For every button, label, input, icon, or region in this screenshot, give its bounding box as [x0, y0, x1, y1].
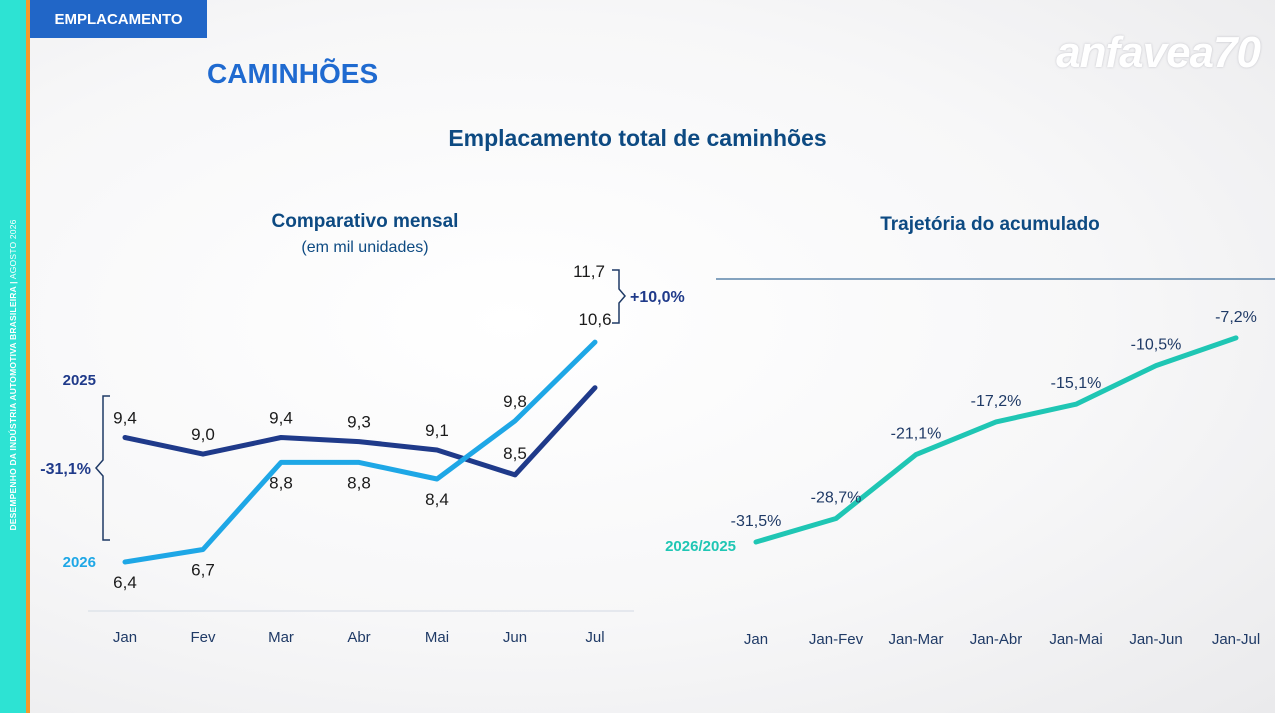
- series-label-2026-2025: 2026/2025: [665, 538, 736, 555]
- cumulative-x-tick-jan-mar: Jan-Mar: [888, 631, 943, 648]
- value-label-2026-jul: 11,7: [573, 262, 605, 281]
- value-label-2026-jan: 6,4: [113, 573, 137, 592]
- monthly-x-tick-abr: Abr: [347, 629, 370, 646]
- cumulative-x-tick-jan-jun: Jan-Jun: [1129, 631, 1182, 648]
- value-label-2025-mar: 9,4: [269, 409, 293, 428]
- value-label-2026-mar: 8,8: [269, 473, 293, 492]
- value-label-2025-jul: 10,6: [578, 310, 611, 329]
- value-label-cumulative-jan-jul: -7,2%: [1215, 309, 1257, 326]
- anfavea-logo: anfavea70: [1056, 28, 1261, 77]
- value-label-2026-abr: 8,8: [347, 473, 371, 492]
- series-label-2026: 2026: [63, 554, 96, 571]
- value-label-2025-jan: 9,4: [113, 409, 137, 428]
- value-label-2025-fev: 9,0: [191, 425, 215, 444]
- monthly-x-tick-jan: Jan: [113, 629, 137, 646]
- value-label-cumulative-jan-mar: -21,1%: [891, 426, 942, 443]
- value-label-2026-mai: 8,4: [425, 490, 449, 509]
- monthly-x-tick-jul: Jul: [585, 629, 604, 646]
- monthly-chart-subtitle: (em mil unidades): [301, 239, 429, 256]
- cumulative-chart-title: Trajetória do acumulado: [880, 214, 1100, 235]
- annotation-jan-change: -31,1%: [40, 461, 91, 478]
- monthly-chart-title: Comparativo mensal: [271, 211, 459, 232]
- value-label-cumulative-jan-fev: -28,7%: [811, 489, 862, 506]
- cumulative-x-tick-jan-jul: Jan-Jul: [1212, 631, 1260, 648]
- monthly-x-tick-mar: Mar: [268, 629, 294, 646]
- page-title: CAMINHÕES: [207, 58, 379, 89]
- series-label-2025: 2025: [63, 372, 96, 389]
- side-accent-stripe: [26, 0, 30, 713]
- value-label-2026-fev: 6,7: [191, 561, 215, 580]
- main-title: Emplacamento total de caminhões: [448, 125, 827, 151]
- value-label-cumulative-jan-jun: -10,5%: [1131, 337, 1182, 354]
- value-label-2025-jun: 8,5: [503, 444, 527, 463]
- value-label-cumulative-jan-mai: -15,1%: [1051, 375, 1102, 392]
- left-bracket: [95, 395, 110, 541]
- cumulative-x-tick-jan-mai: Jan-Mai: [1049, 631, 1102, 648]
- cumulative-x-tick-jan-fev: Jan-Fev: [809, 631, 864, 648]
- value-label-2025-mai: 9,1: [425, 421, 449, 440]
- series-cumulative-line: [753, 335, 1239, 545]
- section-tag: EMPLACAMENTO: [30, 0, 207, 38]
- monthly-x-tick-jun: Jun: [503, 629, 527, 646]
- series-2025-line: [122, 385, 598, 478]
- annotation-jul-change: +10,0%: [630, 289, 685, 306]
- value-label-2025-abr: 9,3: [347, 413, 371, 432]
- cumulative-x-tick-jan-abr: Jan-Abr: [970, 631, 1023, 648]
- right-bracket: [612, 269, 626, 324]
- monthly-x-tick-fev: Fev: [190, 629, 216, 646]
- value-label-2026-jun: 9,8: [503, 392, 527, 411]
- cumulative-x-tick-jan: Jan: [744, 631, 768, 648]
- series-2026-line: [122, 339, 598, 565]
- value-label-cumulative-jan-abr: -17,2%: [971, 393, 1022, 410]
- monthly-x-tick-mai: Mai: [425, 629, 449, 646]
- value-label-cumulative-jan: -31,5%: [731, 513, 782, 530]
- side-accent-bar: [0, 0, 26, 713]
